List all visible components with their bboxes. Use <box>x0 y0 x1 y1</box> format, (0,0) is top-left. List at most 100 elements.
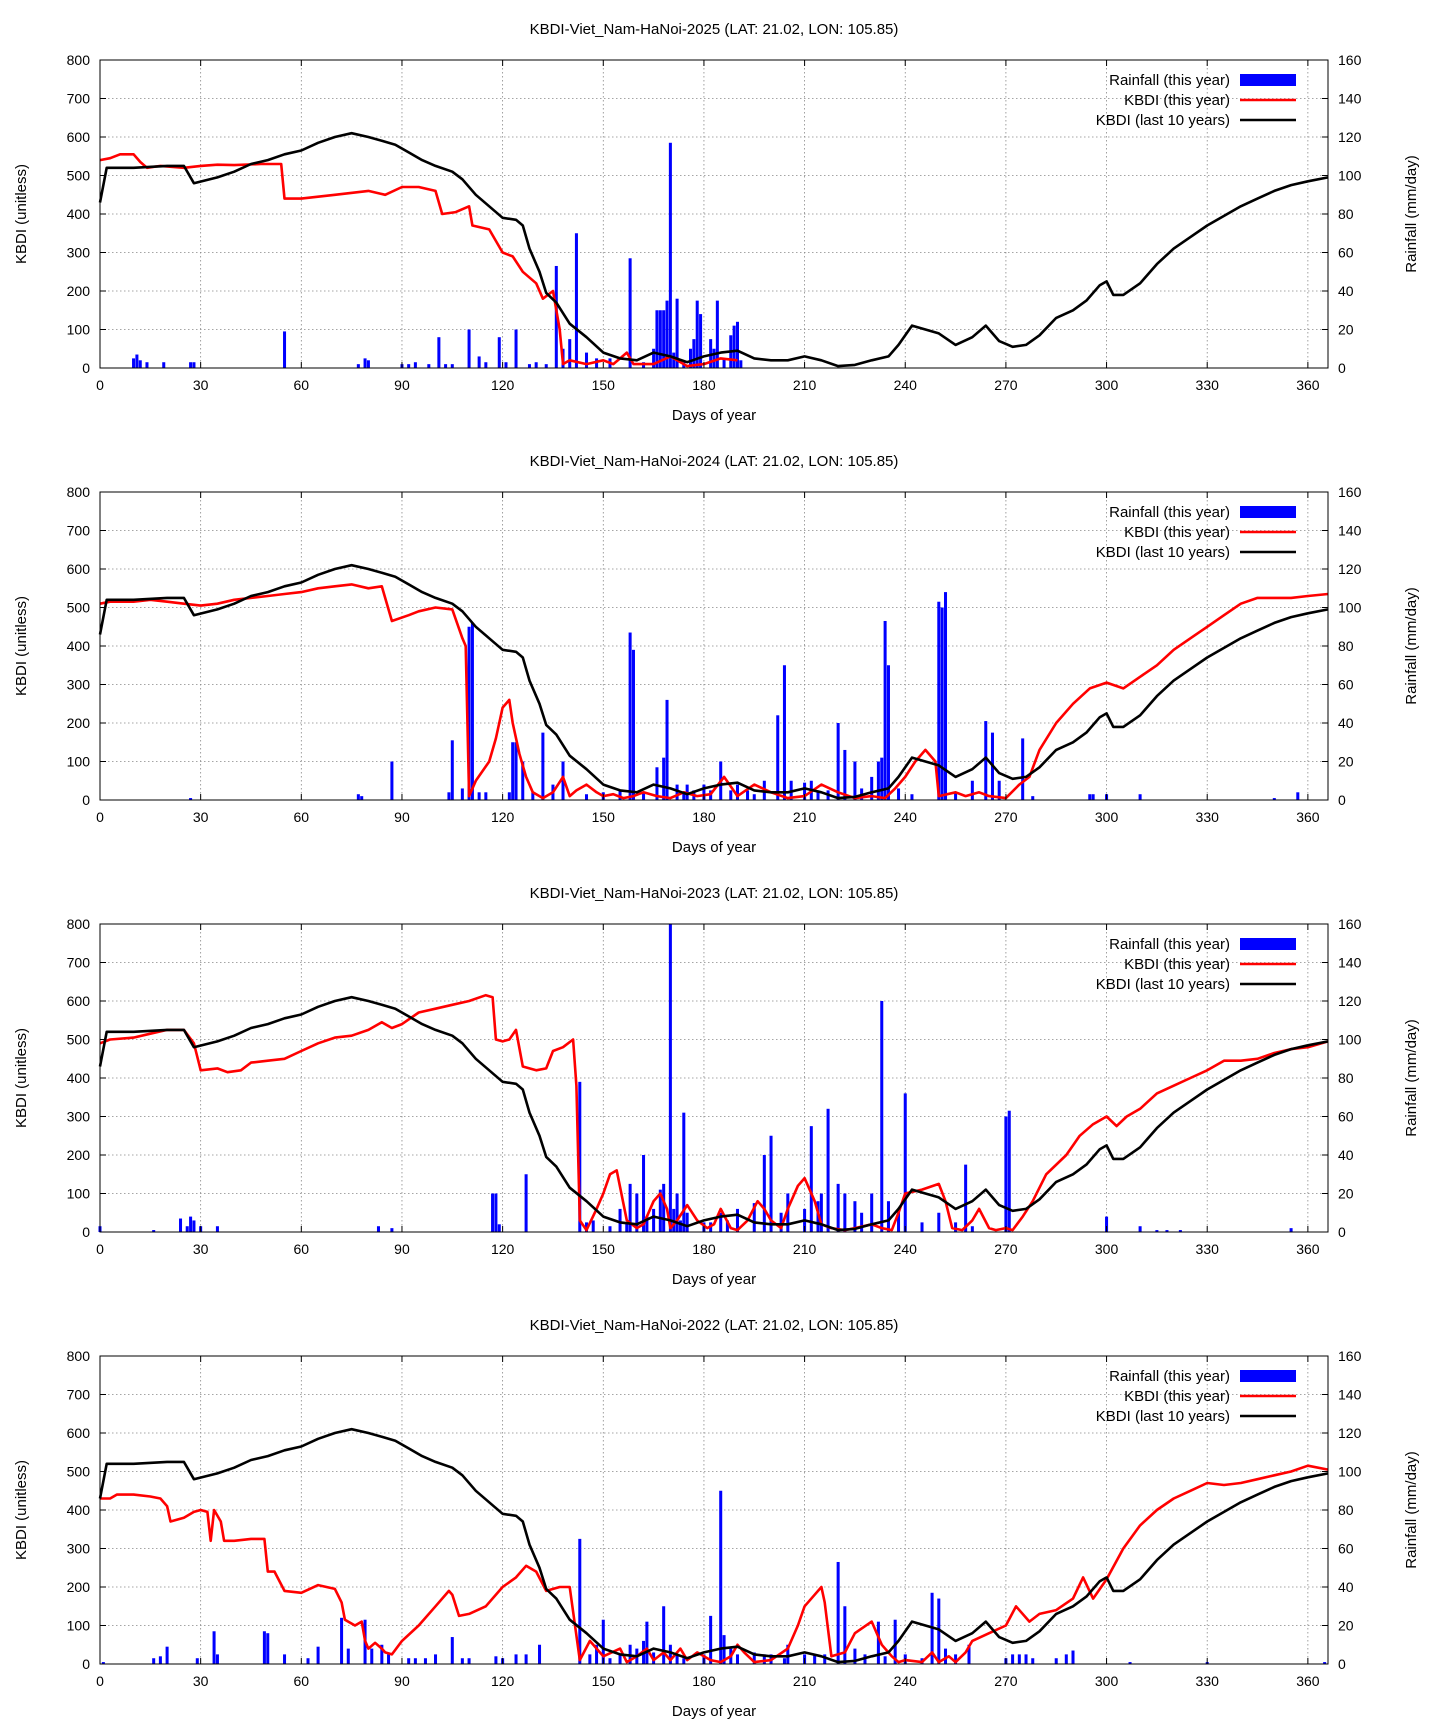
rainfall-bar <box>138 360 142 368</box>
rainfall-bar <box>413 1658 417 1664</box>
y-tick-label: 400 <box>67 1070 91 1086</box>
x-tick-label: 0 <box>96 1241 104 1257</box>
rainfall-bar <box>725 1220 729 1232</box>
rainfall-bar <box>943 592 948 800</box>
rainfall-bar <box>195 1658 199 1664</box>
x-axis-label: Days of year <box>672 1271 756 1288</box>
rainfall-bar <box>306 1658 310 1664</box>
rainfall-bar <box>675 1654 679 1664</box>
legend-label: KBDI (last 10 years) <box>1096 544 1230 561</box>
y2-tick-label: 140 <box>1338 91 1362 107</box>
y2-tick-label: 40 <box>1338 715 1354 731</box>
rainfall-bar <box>819 1193 823 1232</box>
rainfall-bar <box>843 1606 847 1664</box>
rainfall-bar <box>491 1193 495 1232</box>
y2-tick-label: 160 <box>1338 52 1362 68</box>
rainfall-bar <box>776 715 780 800</box>
legend: Rainfall (this year) KBDI (this year) KBDI… <box>1096 504 1296 561</box>
rainfall-bar <box>574 233 578 368</box>
y-tick-label: 800 <box>67 484 91 500</box>
y-tick-label: 100 <box>67 1618 91 1634</box>
chart-panel-2: KBDI-Viet_Nam-HaNoi-2023 (LAT: 21.02, LO… <box>13 885 1420 1288</box>
chart-panel-0: KBDI-Viet_Nam-HaNoi-2025 (LAT: 21.02, LO… <box>13 21 1420 424</box>
x-tick-label: 270 <box>994 1241 1018 1257</box>
y2-tick-label: 100 <box>1338 600 1362 616</box>
rainfall-bar <box>584 794 589 800</box>
rainfall-bar <box>893 1619 897 1664</box>
x-tick-label: 240 <box>894 809 918 825</box>
rainfall-bar <box>527 364 531 368</box>
y-tick-label: 600 <box>67 1425 91 1441</box>
rainfall-bar <box>185 1226 189 1232</box>
rainfall-bar <box>658 1189 662 1232</box>
rainfall-bar <box>601 1619 605 1664</box>
rainfall-bar <box>356 364 360 368</box>
chart-title: KBDI-Viet_Nam-HaNoi-2022 (LAT: 21.02, LO… <box>530 1317 899 1334</box>
rainfall-bar <box>642 792 646 800</box>
y-tick-label: 700 <box>67 955 91 971</box>
y-tick-label: 600 <box>67 993 91 1009</box>
x-axis-label: Days of year <box>672 839 756 856</box>
rainfall-bar <box>1091 794 1095 800</box>
chart-title: KBDI-Viet_Nam-HaNoi-2023 (LAT: 21.02, LO… <box>530 885 899 902</box>
rainfall-bar <box>870 776 874 800</box>
grid-lines <box>100 492 1328 800</box>
y2-tick-label: 80 <box>1338 638 1354 654</box>
x-tick-label: 360 <box>1296 377 1320 393</box>
y-axis-label: KBDI (unitless) <box>13 1028 30 1128</box>
rainfall-bar <box>366 360 370 368</box>
y2-tick-label: 160 <box>1338 484 1362 500</box>
legend: Rainfall (this year) KBDI (this year) KBDI… <box>1096 936 1296 993</box>
y2-tick-label: 80 <box>1338 1502 1354 1518</box>
x-tick-label: 90 <box>394 809 410 825</box>
x-tick-label: 270 <box>994 377 1018 393</box>
rainfall-bar <box>826 1108 830 1232</box>
kbdi-this-year-line <box>100 1464 1329 1664</box>
legend: Rainfall (this year) KBDI (this year) KBDI… <box>1096 72 1296 129</box>
rainfall-bar <box>531 792 535 800</box>
x-tick-label: 330 <box>1196 377 1220 393</box>
rainfall-bar <box>477 356 481 368</box>
rainfall-bar <box>477 792 481 800</box>
rainfall-bar <box>836 1561 840 1664</box>
legend-label: Rainfall (this year) <box>1109 504 1230 521</box>
rainfall-bar <box>460 1658 464 1664</box>
rainfall-bar <box>752 1203 756 1232</box>
rainfall-bar <box>192 362 196 368</box>
rainfall-bar <box>954 1654 958 1664</box>
rainfall-bar <box>672 352 676 368</box>
rainfall-bar <box>853 1648 857 1664</box>
rainfall-bar <box>655 310 659 368</box>
rainfall-bar <box>729 790 733 800</box>
rainfall-bar <box>165 1646 169 1664</box>
rainfall-bar <box>514 742 518 800</box>
rainfall-bar <box>511 742 515 800</box>
rainfall-bar <box>618 1208 622 1232</box>
rainfall-bar <box>886 665 890 800</box>
y-tick-label: 200 <box>67 283 91 299</box>
rainfall-bar <box>595 1644 599 1664</box>
rainfall-bar <box>628 1183 632 1232</box>
x-tick-label: 30 <box>193 809 209 825</box>
rainfall-bar <box>1011 1654 1015 1664</box>
rainfall-bar <box>853 1201 857 1232</box>
rainfall-bar <box>447 792 451 800</box>
y-tick-label: 600 <box>67 561 91 577</box>
grid-lines <box>100 60 1328 368</box>
rainfall-bar <box>266 1633 270 1664</box>
y2-tick-label: 60 <box>1338 1541 1354 1557</box>
x-tick-label: 60 <box>294 1673 310 1689</box>
x-tick-label: 120 <box>491 809 515 825</box>
rainfall-bar <box>682 1658 686 1664</box>
rainfall-bar <box>762 1654 766 1664</box>
rainfall-bar <box>702 784 706 800</box>
rainfall-bar <box>608 1658 612 1664</box>
rainfall-bar <box>390 761 394 800</box>
rainfall-bar <box>618 790 622 800</box>
rainfall-bar <box>1138 1226 1142 1232</box>
rainfall-bar <box>189 1216 193 1232</box>
rainfall-bar <box>668 924 672 1232</box>
rainfall-bar <box>746 790 750 800</box>
rainfall-bar <box>752 1652 756 1664</box>
legend-swatch-rainfall <box>1240 74 1296 86</box>
